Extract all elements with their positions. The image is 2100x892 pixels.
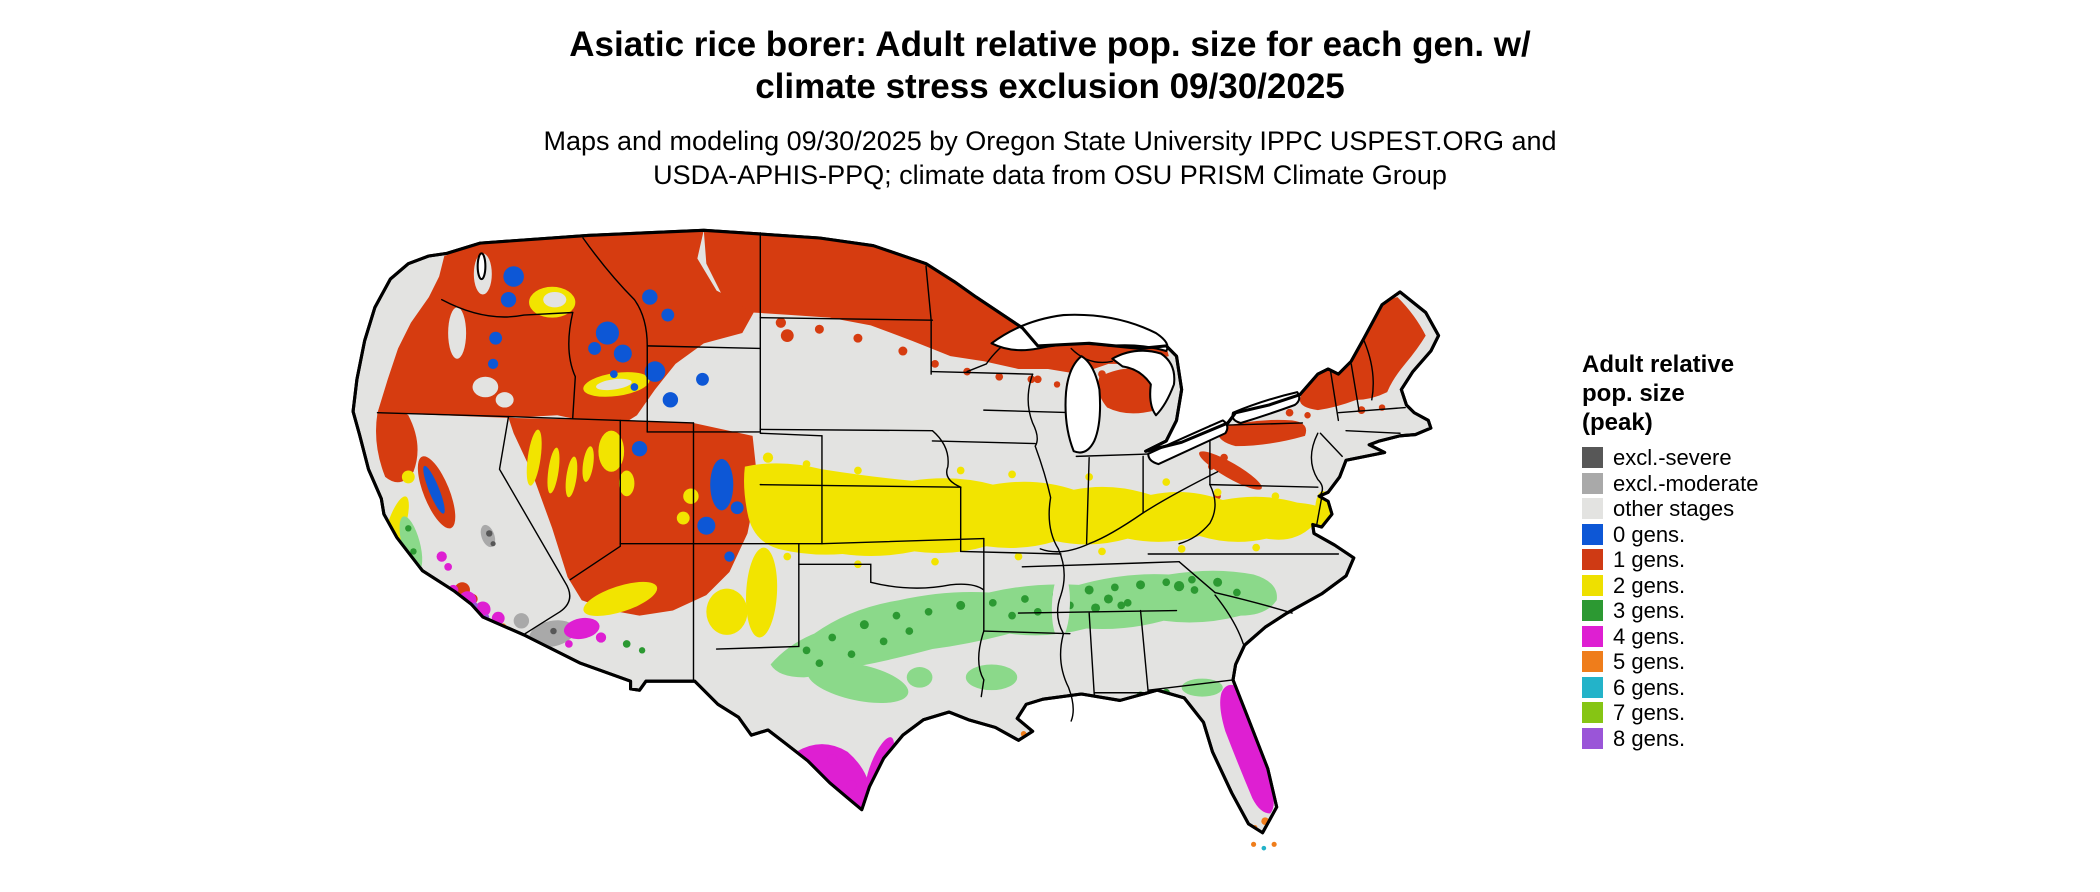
legend-label-6-gens: 6 gens. — [1613, 674, 1686, 700]
legend-label-4-gens: 4 gens. — [1613, 623, 1686, 649]
map-region-0-gens-layer — [423, 266, 744, 562]
legend-label-2-gens: 2 gens. — [1613, 572, 1686, 598]
attribution-subtitle: Maps and modeling 09/30/2025 by Oregon S… — [0, 124, 2100, 192]
legend-row-2-gens: 2 gens. — [1582, 573, 1912, 599]
legend-swatch-3-gens — [1582, 600, 1603, 622]
legend-row-0-gens: 0 gens. — [1582, 522, 1912, 548]
legend-title-line2: pop. size — [1582, 380, 1685, 407]
legend-swatch-excl-moderate — [1582, 472, 1603, 494]
puget-sound — [476, 252, 487, 281]
map-header: Asiatic rice borer: Adult relative pop. … — [0, 24, 2100, 192]
subtitle-line2: USDA-APHIS-PPQ; climate data from OSU PR… — [653, 160, 1447, 190]
legend-row-excl-severe: excl.-severe — [1582, 445, 1912, 471]
legend-swatch-2-gens — [1582, 574, 1603, 596]
map-region-other-stages-layer — [448, 253, 703, 422]
legend-items: excl.-severe excl.-moderate other stages… — [1582, 445, 1912, 751]
lake-michigan — [1064, 355, 1102, 454]
page-title-line2: climate stress exclusion 09/30/2025 — [755, 67, 1345, 106]
legend-label-8-gens: 8 gens. — [1613, 725, 1686, 751]
florida-keys-specks — [1251, 841, 1277, 851]
legend-swatch-1-gens — [1582, 549, 1603, 571]
legend-label-1-gens: 1 gens. — [1613, 547, 1686, 573]
legend-label-other-stages: other stages — [1613, 496, 1735, 522]
page-title-line1: Asiatic rice borer: Adult relative pop. … — [569, 25, 1531, 64]
legend-row-excl-moderate: excl.-moderate — [1582, 471, 1912, 497]
us-outline-stroke — [351, 228, 1441, 835]
map-legend: Adult relative pop. size (peak) excl.-se… — [1582, 350, 1912, 751]
legend-swatch-8-gens — [1582, 727, 1603, 749]
legend-swatch-7-gens — [1582, 702, 1603, 724]
legend-title: Adult relative pop. size (peak) — [1582, 350, 1912, 437]
mississippi-valley-gray-strip — [1051, 572, 1070, 639]
lake-huron — [1111, 349, 1176, 417]
map-region-2-gens-west-layer — [382, 286, 778, 638]
legend-label-excl-severe: excl.-severe — [1613, 445, 1732, 471]
legend-title-line1: Adult relative — [1582, 351, 1735, 378]
legend-swatch-6-gens — [1582, 676, 1603, 698]
map-basin-gray-cores — [543, 291, 632, 391]
legend-row-8-gens: 8 gens. — [1582, 726, 1912, 752]
legend-label-0-gens: 0 gens. — [1613, 521, 1686, 547]
legend-row-7-gens: 7 gens. — [1582, 700, 1912, 726]
legend-swatch-excl-severe — [1582, 447, 1603, 469]
map-region-3-gens-layer — [399, 516, 1277, 704]
legend-row-3-gens: 3 gens. — [1582, 598, 1912, 624]
map-region-excl-severe-layer — [486, 530, 557, 635]
map-canvas — [351, 228, 1441, 851]
state-boundaries — [376, 232, 1406, 722]
legend-swatch-4-gens — [1582, 625, 1603, 647]
map-region-7-gens-layer — [1272, 831, 1277, 833]
legend-label-7-gens: 7 gens. — [1613, 700, 1686, 726]
legend-row-6-gens: 6 gens. — [1582, 675, 1912, 701]
legend-label-5-gens: 5 gens. — [1613, 649, 1686, 675]
legend-row-1-gens: 1 gens. — [1582, 547, 1912, 573]
us-generations-map — [318, 220, 1552, 888]
legend-row-other-stages: other stages — [1582, 496, 1912, 522]
legend-row-4-gens: 4 gens. — [1582, 624, 1912, 650]
legend-label-3-gens: 3 gens. — [1613, 598, 1686, 624]
legend-swatch-other-stages — [1582, 498, 1603, 520]
subtitle-line1: Maps and modeling 09/30/2025 by Oregon S… — [543, 126, 1557, 156]
legend-label-excl-moderate: excl.-moderate — [1613, 470, 1759, 496]
legend-swatch-5-gens — [1582, 651, 1603, 673]
legend-row-5-gens: 5 gens. — [1582, 649, 1912, 675]
legend-swatch-0-gens — [1582, 523, 1603, 545]
legend-title-line3: (peak) — [1582, 409, 1653, 436]
